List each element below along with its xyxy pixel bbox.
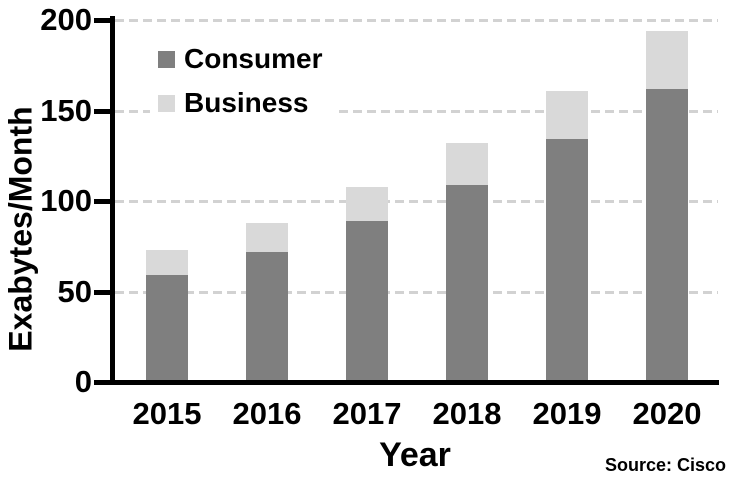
x-tick-label-2015: 2015	[132, 396, 202, 431]
y-tick-label-50: 50	[57, 273, 92, 309]
y-tick-label-100: 100	[40, 183, 92, 218]
legend-item-business: Business	[150, 84, 335, 122]
bar-segment-2015-consumer	[146, 275, 188, 382]
x-tick-label-2019: 2019	[532, 396, 602, 431]
x-tick-label-2020: 2020	[632, 396, 702, 431]
bar-segment-2018-consumer	[446, 184, 488, 382]
bar-segment-2019-business	[546, 90, 588, 140]
bar-segment-2019-consumer	[546, 139, 588, 382]
y-tick-label-200: 200	[40, 2, 92, 37]
x-axis-line	[110, 380, 719, 385]
legend-item-consumer: Consumer	[150, 40, 335, 78]
gridline-150	[115, 109, 718, 113]
bar-segment-2020-business	[646, 30, 688, 89]
legend: Consumer Business	[150, 40, 335, 128]
y-tick-label-0: 0	[74, 364, 92, 399]
y-tick-mark-200	[94, 18, 110, 23]
bar-segment-2016-business	[246, 222, 288, 252]
gridline-100	[115, 200, 718, 203]
bar-segment-2017-consumer	[346, 220, 388, 382]
consumer-swatch-icon	[158, 50, 175, 68]
x-tick-label-2017: 2017	[332, 396, 402, 431]
bar-segment-2020-consumer	[646, 88, 688, 382]
bar-segment-2016-consumer	[246, 251, 288, 382]
y-tick-mark-100	[94, 199, 110, 204]
y-tick-mark-0	[94, 380, 110, 385]
y-axis-line	[110, 16, 115, 385]
x-axis-title: Year	[379, 436, 451, 474]
gridline-200	[115, 19, 718, 22]
legend-label-business: Business	[184, 87, 309, 118]
y-tick-mark-150	[94, 108, 110, 114]
y-axis-title: Exabytes/Month	[2, 106, 39, 352]
legend-label-consumer: Consumer	[184, 43, 323, 74]
source-note: Source: Cisco	[604, 455, 726, 475]
business-swatch-icon	[158, 94, 175, 112]
gridline-50	[115, 290, 718, 294]
x-tick-label-2018: 2018	[432, 396, 502, 431]
bar-segment-2017-business	[346, 186, 388, 221]
bar-segment-2018-business	[446, 143, 488, 185]
bar-segment-2015-business	[146, 249, 188, 276]
y-tick-mark-50	[94, 289, 110, 295]
y-tick-label-150: 150	[40, 92, 92, 128]
x-tick-label-2016: 2016	[232, 396, 302, 431]
